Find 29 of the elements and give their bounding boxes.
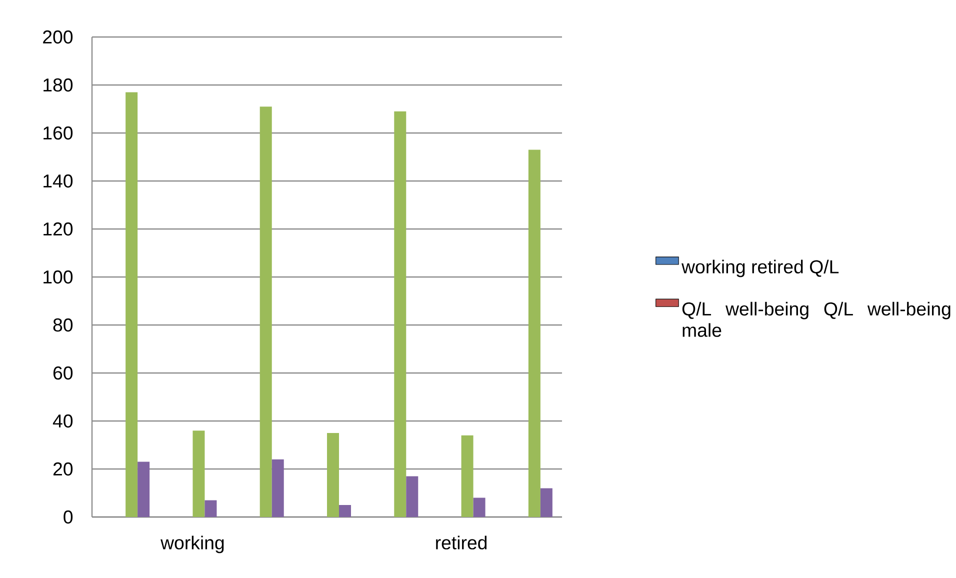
x-tick-label: working: [160, 536, 224, 554]
bar: [339, 505, 352, 517]
bar: [473, 498, 486, 517]
bar: [528, 150, 540, 517]
y-tick-label: 200: [43, 30, 73, 44]
y-tick-label: 60: [53, 366, 73, 380]
y-tick-label: 0: [64, 510, 73, 524]
bar: [192, 430, 205, 517]
x-tick-label: retired: [436, 536, 487, 550]
y-tick-label: 40: [52, 414, 73, 428]
y-tick-label: 120: [44, 222, 73, 236]
legend-label: Q/L well-being Q/L well-being male: [682, 302, 950, 337]
legend-label: working retired Q/L: [682, 260, 839, 278]
y-tick-label: 180: [44, 78, 73, 92]
y-tick-label: 100: [44, 270, 73, 284]
y-tick-label: 80: [53, 318, 73, 332]
bar: [540, 488, 552, 517]
bar: [406, 476, 418, 517]
bar: [138, 462, 150, 517]
y-tick-label: 140: [44, 174, 73, 188]
bar: [394, 111, 406, 517]
y-tick-label: 160: [44, 126, 73, 140]
bar: [126, 92, 138, 517]
bar: [461, 435, 474, 517]
bar: [260, 106, 272, 517]
bar: [327, 433, 339, 517]
y-tick-label: 20: [53, 462, 73, 476]
bar: [272, 459, 284, 517]
bar: [204, 500, 217, 517]
